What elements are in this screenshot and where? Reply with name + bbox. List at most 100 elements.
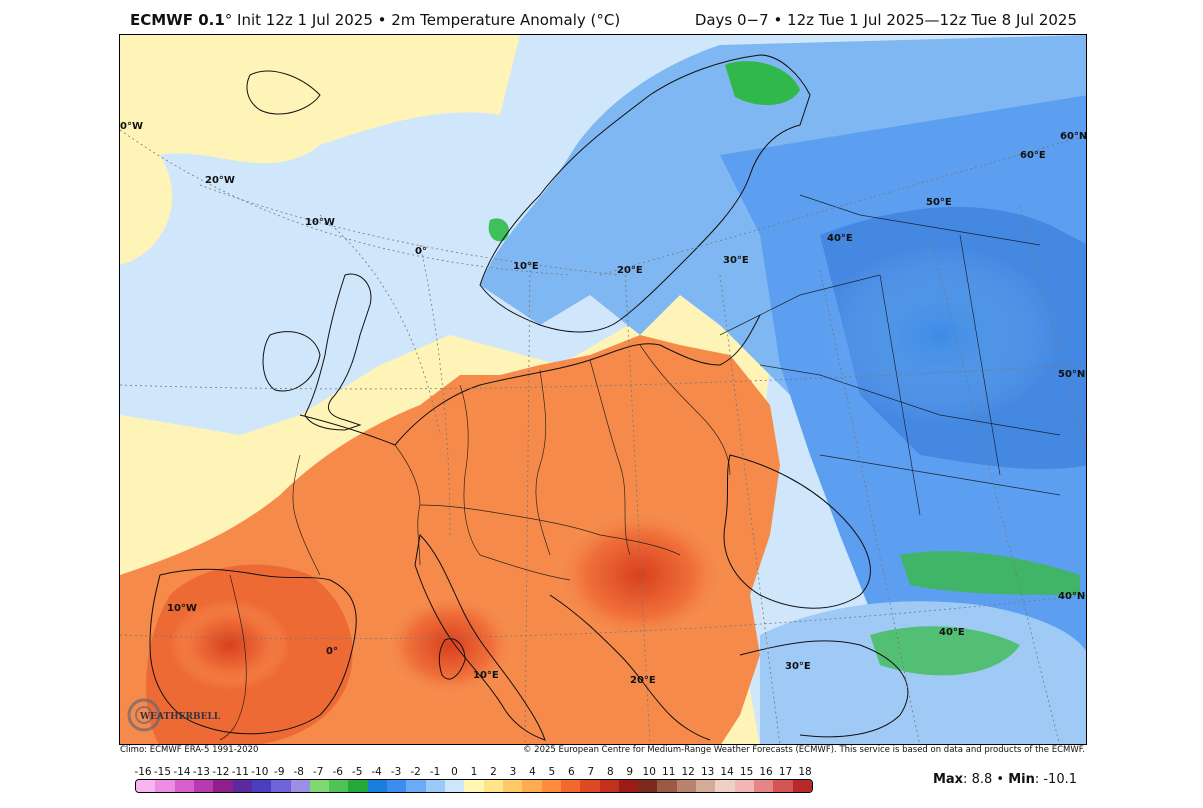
colorbar-tick-label: -1 bbox=[429, 766, 441, 778]
colorbar-swatch bbox=[174, 780, 194, 792]
colorbar-tick-label: -8 bbox=[293, 766, 304, 778]
map-canvas: 0°W 20°W 10°W 0° 10°E 20°E 30°E 40°E 50°… bbox=[120, 35, 1086, 744]
ireland-outline bbox=[262, 331, 321, 392]
lon-label-50e: 50°E bbox=[926, 197, 952, 208]
colorbar-swatch bbox=[464, 780, 484, 792]
max-label: Max bbox=[932, 772, 964, 787]
colorbar-swatch bbox=[193, 780, 214, 792]
colorbar-tick-label: -4 bbox=[371, 766, 382, 778]
colorbar-tick-label: 17 bbox=[778, 766, 793, 778]
anatolia-green-cold-spot bbox=[870, 626, 1020, 676]
colorbar bbox=[135, 779, 813, 793]
lon-label-30e-south: 30°E bbox=[785, 661, 811, 672]
colorbar-tick-label: 8 bbox=[606, 766, 614, 778]
colorbar-tick-label: 3 bbox=[509, 766, 517, 778]
country-borders bbox=[219, 194, 1061, 741]
valid-period: Days 0−7 • 12z Tue 1 Jul 2025—12z Tue 8 … bbox=[694, 11, 1077, 29]
colorbar-swatch bbox=[445, 780, 465, 792]
colorbar-swatch bbox=[773, 780, 793, 792]
colorbar-swatch bbox=[367, 780, 388, 792]
colorbar-tick-label: -2 bbox=[410, 766, 421, 778]
climo-note: Climo: ECMWF ERA-5 1991-2020 bbox=[120, 745, 259, 755]
colorbar-swatch bbox=[560, 780, 581, 792]
colorbar-tick-label: 10 bbox=[642, 766, 656, 778]
anomaly-map: 0°W 20°W 10°W 0° 10°E 20°E 30°E 40°E 50°… bbox=[119, 34, 1087, 745]
model-name: ECMWF 0.1 bbox=[130, 11, 225, 29]
colorbar-swatch bbox=[792, 780, 812, 792]
lon-label-60e: 60°E bbox=[1020, 150, 1046, 161]
colorbar-swatch bbox=[657, 780, 677, 792]
lon-label-10w: 10°W bbox=[305, 217, 335, 228]
colorbar-swatch bbox=[483, 780, 503, 792]
colorbar-tick-label: 0 bbox=[451, 766, 458, 778]
colorbar-swatch bbox=[271, 780, 291, 792]
lat-label-40n: 40°N bbox=[1058, 591, 1085, 602]
colorbar-swatch bbox=[599, 780, 619, 792]
lon-label-10e-north: 10°E bbox=[513, 261, 539, 272]
min-value: -10.1 bbox=[1043, 772, 1077, 787]
coastlines bbox=[149, 54, 909, 741]
lon-label-30e-north: 30°E bbox=[723, 255, 749, 266]
colorbar-swatch bbox=[676, 780, 697, 792]
great-britain-outline bbox=[304, 273, 372, 431]
colorbar-labels: -16 -15 -14 -13 -12 -11 -10 -9 -8 -7 -6 -5 -4 -3 -2 -1 0… bbox=[134, 766, 813, 780]
colorbar-swatch bbox=[290, 780, 310, 792]
colorbar-swatch bbox=[696, 780, 716, 792]
colorbar-tick-label: 1 bbox=[470, 766, 478, 778]
colorbar-swatch bbox=[136, 780, 156, 792]
colorbar-swatch bbox=[309, 780, 330, 792]
colorbar-swatch bbox=[715, 780, 735, 792]
colorbar-swatch bbox=[232, 780, 252, 792]
colorbar-tick-label: -3 bbox=[390, 766, 402, 778]
colorbar-swatch bbox=[155, 780, 175, 792]
colorbar-swatch bbox=[734, 780, 754, 792]
colorbar-swatch bbox=[329, 780, 349, 792]
colorbar-swatch bbox=[213, 780, 233, 792]
balkans-hot-core bbox=[550, 505, 730, 645]
min-label: Min bbox=[1008, 772, 1035, 787]
colorbar-swatch bbox=[387, 780, 407, 792]
colorbar-tick-label: 13 bbox=[700, 766, 715, 778]
colorbar-swatch bbox=[618, 780, 639, 792]
logo-text: WEATHERBELL bbox=[139, 712, 221, 722]
colorbar-tick-label: -16 bbox=[134, 766, 152, 778]
lon-label-0: 0° bbox=[415, 246, 427, 257]
iberia-outline bbox=[149, 568, 357, 735]
graticule bbox=[120, 129, 1086, 744]
italy-outline bbox=[414, 533, 546, 741]
adriatic-balkan-outline bbox=[549, 594, 711, 741]
colorbar-tick-label: -14 bbox=[173, 766, 191, 778]
norway-green-cold-spot bbox=[488, 218, 510, 242]
colorbar-tick-label: 7 bbox=[587, 766, 595, 778]
north-coast-outline bbox=[299, 314, 761, 446]
weatherbell-logo: WEATHERBELL bbox=[127, 698, 221, 732]
colorbar-swatch bbox=[348, 780, 368, 792]
map-title: ECMWF 0.1° Init 12z 1 Jul 2025 • 2m Temp… bbox=[130, 11, 620, 29]
colorbar-tick-label: 18 bbox=[798, 766, 812, 778]
lon-label-20e-north: 20°E bbox=[617, 265, 643, 276]
italy-hot-core bbox=[380, 590, 520, 700]
scandinavia-outline bbox=[479, 54, 811, 333]
colorbar-tick-label: 6 bbox=[568, 766, 575, 778]
colorbar-tick-label: 11 bbox=[662, 766, 676, 778]
lon-label-20w: 20°W bbox=[205, 175, 235, 186]
kola-green-cold-spot bbox=[725, 61, 800, 106]
russia-cold-core bbox=[820, 245, 1060, 425]
caucasus-green-cold-spot bbox=[900, 551, 1080, 595]
iceland-outline bbox=[246, 70, 321, 115]
max-min-stats: Max: 8.8 • Min: -10.1 bbox=[932, 772, 1077, 787]
lon-label-40e-north: 40°E bbox=[827, 233, 853, 244]
colorbar-swatch bbox=[406, 780, 426, 792]
colorbar-swatch bbox=[754, 780, 774, 792]
colorbar-tick-label: 12 bbox=[681, 766, 695, 778]
colorbar-swatch bbox=[425, 780, 445, 792]
model-degree: ° bbox=[224, 11, 233, 29]
colorbar-tick-label: -13 bbox=[192, 766, 210, 778]
colorbar-tick-label: 16 bbox=[759, 766, 773, 778]
sardinia-corsica-outline bbox=[438, 638, 466, 680]
colorbar-tick-label: -10 bbox=[251, 766, 269, 778]
colorbar-tick-label: 5 bbox=[548, 766, 556, 778]
grid-labels: 0°W 20°W 10°W 0° 10°E 20°E 30°E 40°E 50°… bbox=[120, 121, 1086, 686]
lon-label-20e-south: 20°E bbox=[630, 675, 656, 686]
colorbar-tick-label: -11 bbox=[231, 766, 249, 778]
